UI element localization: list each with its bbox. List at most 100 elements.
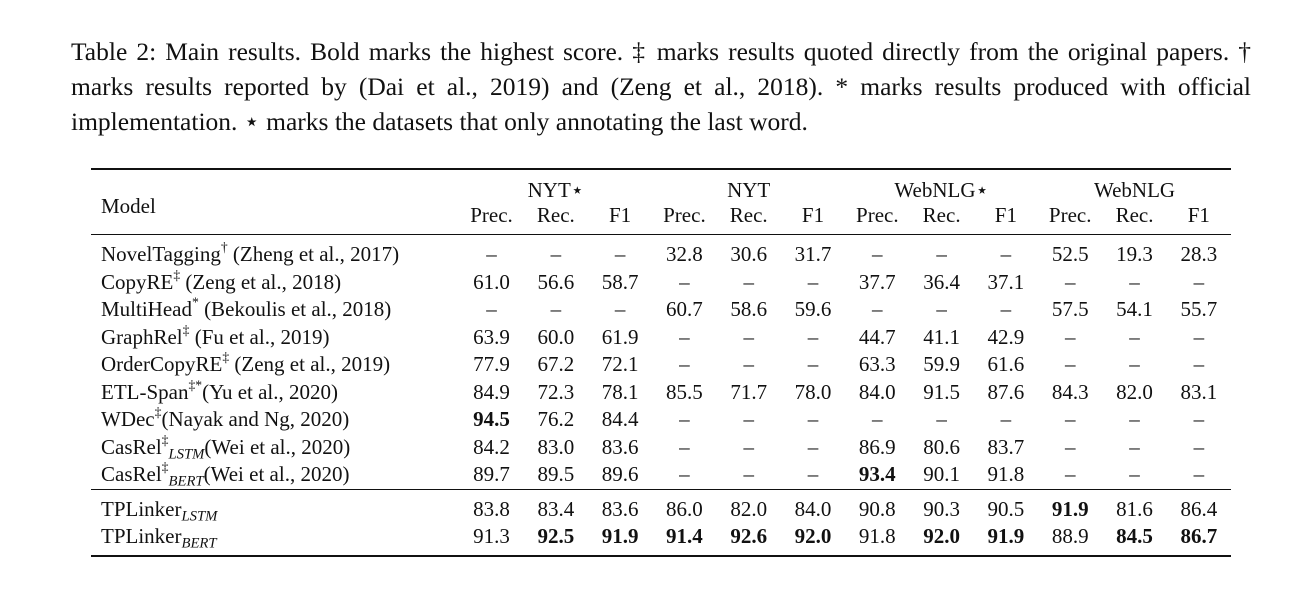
score-cell: 84.3 [1051, 379, 1089, 404]
score-cell: 94.5 [473, 407, 510, 432]
citation: (Zeng et al., 2019) [229, 352, 391, 377]
score-cell: 61.6 [987, 352, 1025, 377]
score-cell: – [1129, 269, 1140, 294]
score-cell: 89.6 [601, 462, 639, 487]
citation: (Zheng et al., 2017) [227, 242, 400, 267]
score-cell: – [1129, 352, 1140, 377]
score-cell: 86.0 [666, 496, 703, 521]
metric-header: F1 [609, 203, 632, 227]
score-cell: 60.7 [666, 297, 703, 322]
citation: (Fu et al., 2019) [189, 324, 330, 349]
score-cell: – [1064, 352, 1076, 377]
score-cell: 84.4 [601, 407, 639, 432]
results-table-wrapper: Model NYT⋆ NYT WebNLG⋆ WebNLG Prec. Rec. F… [91, 168, 1231, 557]
score-cell: – [807, 462, 819, 487]
footnote-mark: ‡ [222, 349, 230, 365]
model-name-cell: CasRel‡BERT(Wei et al., 2020) [91, 460, 459, 490]
score-cell: 83.6 [601, 434, 639, 459]
score-cell: 57.5 [1051, 297, 1089, 322]
table-caption: Table 2: Main results. Bold marks the hi… [71, 37, 1251, 136]
score-cell: – [1064, 434, 1076, 459]
score-cell: – [679, 269, 690, 294]
model-name: CasRel [101, 434, 162, 459]
score-cell: 54.1 [1116, 297, 1153, 322]
score-cell: 30.6 [730, 242, 768, 267]
score-cell: – [1129, 434, 1140, 459]
metric-header: F1 [1187, 203, 1210, 227]
group-header: WebNLG⋆ [894, 178, 989, 202]
model-name-cell: GraphRel‡ (Fu et al., 2019) [91, 323, 459, 352]
score-cell: 90.3 [923, 496, 960, 521]
footnote-mark: ‡ [154, 404, 162, 420]
score-cell: 83.0 [537, 434, 575, 459]
score-cell: – [872, 407, 883, 432]
score-cell: – [936, 407, 947, 432]
score-cell: – [550, 242, 562, 267]
score-cell: – [743, 434, 754, 459]
score-cell: – [872, 242, 883, 267]
score-cell: 36.4 [923, 269, 960, 294]
metric-header: Prec. [663, 203, 706, 227]
table-row: CopyRE‡ (Zeng et al., 2018) 61.0 56.6 58.7 –… [91, 267, 1231, 297]
table-row: NovelTagging† (Zheng et al., 2017) – – – 32.… [91, 235, 1231, 269]
metric-header: F1 [801, 203, 825, 227]
score-cell: 90.5 [987, 496, 1025, 521]
score-cell: – [1129, 462, 1140, 487]
score-cell: – [679, 324, 690, 349]
score-cell: – [1064, 462, 1076, 487]
table-row: ETL-Span‡*(Yu et al., 2020) 84.9 72.3 78.1 8… [91, 377, 1231, 407]
score-cell: 72.1 [601, 352, 639, 377]
model-name-cell: NovelTagging† (Zheng et al., 2017) [91, 235, 459, 269]
score-cell: – [1129, 407, 1140, 432]
score-cell: 91.3 [473, 524, 510, 549]
score-cell: 61.0 [473, 269, 510, 294]
score-cell: – [614, 242, 626, 267]
score-cell: 63.3 [858, 352, 896, 377]
footnote-mark: * [191, 294, 199, 310]
citation: (Yu et al., 2020) [202, 379, 339, 404]
score-cell: 92.5 [537, 524, 575, 549]
model-name: GraphRel [101, 324, 183, 349]
model-variant-subscript: BERT [168, 473, 204, 490]
score-cell: – [807, 269, 819, 294]
score-cell: 84.0 [794, 496, 832, 521]
score-cell: – [486, 297, 497, 322]
model-name-cell: TPLinkerLSTM [91, 489, 459, 525]
score-cell: – [679, 407, 690, 432]
group-header: NYT⋆ [527, 178, 584, 202]
model-name-cell: MultiHead* (Bekoulis et al., 2018) [91, 294, 459, 324]
metric-header: Prec. [470, 203, 513, 227]
model-name: MultiHead [101, 297, 192, 322]
score-cell: 86.4 [1180, 496, 1218, 521]
score-cell: 41.1 [923, 324, 960, 349]
table-row: MultiHead* (Bekoulis et al., 2018) – – – 60.… [91, 294, 1231, 324]
score-cell: 91.9 [1051, 496, 1089, 521]
score-cell: 44.7 [858, 324, 896, 349]
footnote-mark: ‡* [188, 377, 203, 393]
citation: (Wei et al., 2020) [204, 434, 351, 459]
score-cell: 84.5 [1116, 524, 1153, 549]
score-cell: 87.6 [987, 379, 1025, 404]
score-cell: – [1064, 269, 1076, 294]
score-cell: – [1193, 324, 1205, 349]
score-cell: 32.8 [666, 242, 703, 267]
score-cell: 83.4 [537, 496, 575, 521]
metric-header: Rec. [922, 203, 961, 227]
score-cell: 58.6 [730, 297, 768, 322]
model-variant-subscript: LSTM [181, 508, 218, 525]
score-cell: 82.0 [730, 496, 768, 521]
score-cell: 76.2 [537, 407, 575, 432]
model-variant-subscript: LSTM [168, 446, 205, 463]
metric-header: Prec. [1048, 203, 1092, 227]
model-variant-subscript: BERT [181, 535, 217, 552]
score-cell: – [1193, 434, 1205, 459]
score-cell: – [743, 352, 754, 377]
footnote-mark: ‡ [173, 267, 181, 283]
baseline-rows: NovelTagging† (Zheng et al., 2017) – – –32.… [91, 234, 1231, 490]
score-cell: 31.7 [794, 242, 832, 267]
score-cell: 28.3 [1180, 242, 1218, 267]
score-cell: 84.0 [858, 379, 896, 404]
citation: (Nayak and Ng, 2020) [161, 407, 350, 432]
citation: (Wei et al., 2020) [203, 462, 350, 487]
group-header: WebNLG [1093, 178, 1176, 202]
